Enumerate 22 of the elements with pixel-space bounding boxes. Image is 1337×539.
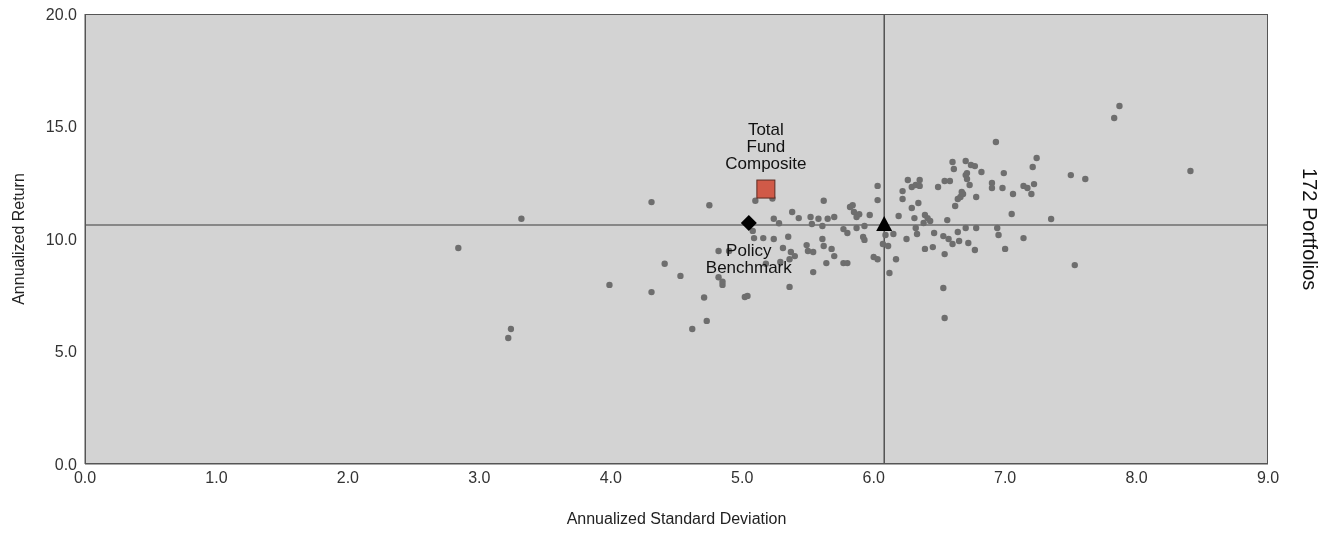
x-tick-label: 1.0 — [205, 469, 228, 487]
series-label: Total Fund Composite — [725, 119, 807, 173]
y-tick-label: 5.0 — [54, 343, 78, 361]
point — [876, 216, 893, 232]
x-tick-label: 3.0 — [468, 469, 491, 487]
point — [756, 179, 776, 199]
x-tick-label: 5.0 — [731, 469, 754, 487]
y-tick-label: 10.0 — [45, 230, 78, 248]
x-tick-label: 8.0 — [1125, 469, 1148, 487]
text: 172 Portfolios — [1298, 168, 1321, 291]
y-tick-label: 20.0 — [45, 5, 78, 23]
y-axis-title: Annualized Return — [9, 173, 27, 305]
x-tick-label: 9.0 — [1256, 469, 1280, 487]
y-tick-label: 15.0 — [45, 118, 78, 136]
x-tick-label: 0.0 — [73, 469, 97, 487]
x-tick-label: 6.0 — [862, 469, 885, 487]
series-label: Policy Benchmark — [705, 240, 793, 277]
point — [740, 215, 757, 232]
x-axis-title: Annualized Standard Deviation — [566, 510, 787, 527]
x-tick-label: 7.0 — [993, 469, 1017, 487]
x-tick-label: 4.0 — [599, 469, 622, 487]
x-tick-label: 2.0 — [336, 469, 360, 487]
